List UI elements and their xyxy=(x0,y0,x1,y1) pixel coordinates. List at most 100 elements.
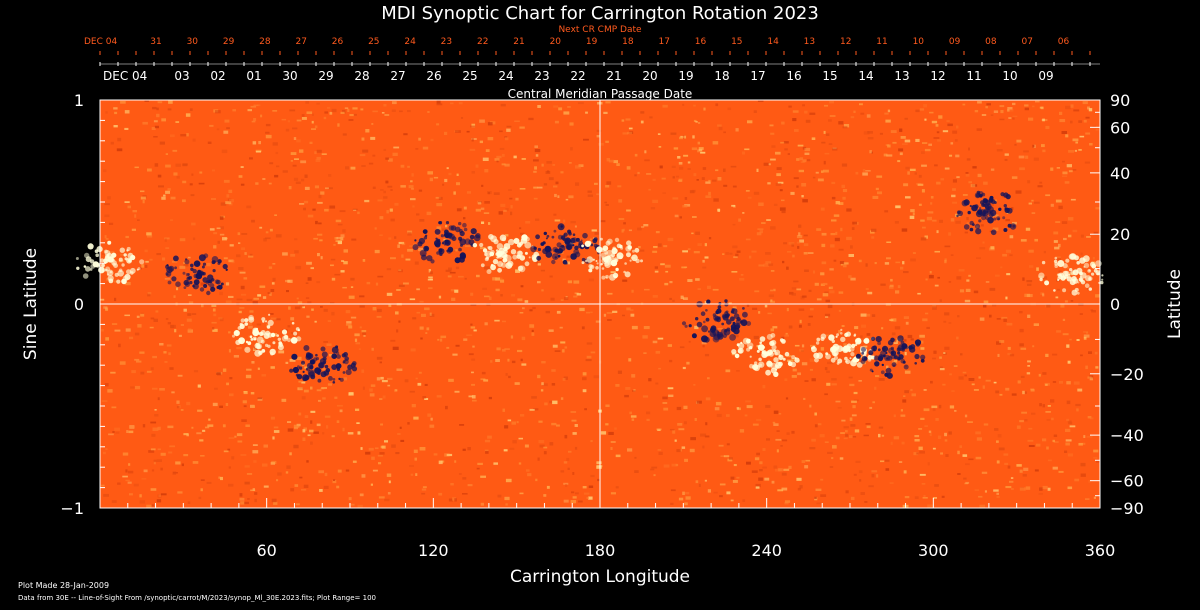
texture-speck xyxy=(955,220,961,224)
texture-speck xyxy=(1069,338,1072,341)
texture-speck xyxy=(801,195,804,198)
texture-speck xyxy=(784,334,789,337)
texture-speck xyxy=(1007,109,1010,112)
texture-speck xyxy=(829,290,835,294)
positive-flux-patch xyxy=(296,336,302,342)
texture-speck xyxy=(927,211,934,214)
texture-speck xyxy=(259,285,266,288)
texture-speck xyxy=(905,166,910,170)
negative-flux-patch xyxy=(185,258,188,261)
negative-flux-patch xyxy=(560,225,563,228)
negative-flux-patch xyxy=(977,210,983,216)
texture-speck xyxy=(181,463,184,467)
texture-speck xyxy=(910,338,914,341)
texture-speck xyxy=(1034,238,1038,242)
texture-speck xyxy=(675,463,679,467)
texture-speck xyxy=(211,321,217,324)
positive-flux-patch xyxy=(759,341,762,345)
texture-speck xyxy=(537,186,543,189)
texture-speck xyxy=(694,418,697,421)
texture-speck xyxy=(241,419,247,422)
texture-speck xyxy=(822,293,829,297)
texture-speck xyxy=(507,358,510,362)
texture-speck xyxy=(855,171,859,175)
negative-flux-patch xyxy=(956,214,959,218)
texture-speck xyxy=(259,226,263,229)
texture-speck xyxy=(876,474,879,478)
texture-speck xyxy=(427,171,433,175)
texture-speck xyxy=(159,141,165,145)
texture-speck xyxy=(1027,180,1031,184)
texture-speck xyxy=(289,358,296,362)
texture-speck xyxy=(1003,318,1007,322)
texture-speck xyxy=(551,369,556,372)
texture-speck xyxy=(1064,450,1068,453)
texture-speck xyxy=(771,480,775,484)
texture-speck xyxy=(343,249,348,253)
texture-speck xyxy=(902,339,907,342)
positive-flux-patch xyxy=(258,350,263,355)
texture-speck xyxy=(430,417,433,421)
negative-flux-patch xyxy=(310,374,316,380)
texture-speck xyxy=(798,324,802,328)
texture-speck xyxy=(932,306,937,310)
texture-speck xyxy=(376,315,382,318)
texture-speck xyxy=(950,218,955,222)
texture-speck xyxy=(663,407,669,411)
texture-speck xyxy=(1076,339,1080,341)
positive-flux-patch xyxy=(606,249,613,257)
texture-speck xyxy=(705,181,711,184)
texture-speck xyxy=(843,343,847,346)
texture-speck xyxy=(978,376,981,379)
texture-speck xyxy=(883,153,888,157)
negative-flux-patch xyxy=(448,233,455,240)
texture-speck xyxy=(730,499,734,502)
texture-speck xyxy=(785,397,789,400)
negative-flux-patch xyxy=(422,229,428,235)
texture-speck xyxy=(216,128,220,131)
texture-speck xyxy=(270,416,275,420)
texture-speck xyxy=(864,501,868,503)
texture-speck xyxy=(290,152,297,155)
texture-speck xyxy=(118,343,121,348)
texture-speck xyxy=(1070,300,1074,302)
texture-speck xyxy=(108,433,114,436)
texture-speck xyxy=(168,352,171,356)
texture-speck xyxy=(1004,158,1008,161)
texture-speck xyxy=(156,499,162,503)
texture-speck xyxy=(850,424,856,427)
texture-speck xyxy=(551,383,556,386)
texture-speck xyxy=(852,436,857,438)
texture-speck xyxy=(657,243,662,247)
texture-speck xyxy=(265,123,271,127)
texture-speck xyxy=(376,377,381,381)
texture-speck xyxy=(377,199,383,202)
texture-speck xyxy=(529,324,535,328)
texture-speck xyxy=(324,415,331,418)
texture-speck xyxy=(1067,453,1073,457)
texture-speck xyxy=(808,315,813,318)
positive-flux-patch xyxy=(252,327,259,334)
texture-speck xyxy=(1042,404,1045,408)
positive-flux-patch xyxy=(107,240,112,245)
cmp-date-label: 28 xyxy=(354,69,369,83)
texture-speck xyxy=(700,151,706,154)
texture-speck xyxy=(527,473,532,477)
texture-speck xyxy=(830,286,834,289)
texture-speck xyxy=(541,361,546,364)
texture-speck xyxy=(207,424,214,427)
texture-speck xyxy=(1088,108,1093,112)
texture-speck xyxy=(141,264,145,268)
texture-speck xyxy=(239,497,245,501)
texture-speck xyxy=(1093,231,1099,236)
texture-speck xyxy=(914,172,917,175)
texture-speck xyxy=(407,422,410,425)
texture-speck xyxy=(294,427,298,430)
negative-flux-patch xyxy=(914,339,922,346)
texture-speck xyxy=(521,336,526,341)
positive-flux-patch xyxy=(290,337,298,344)
texture-speck xyxy=(105,111,108,114)
texture-speck xyxy=(388,237,392,240)
texture-speck xyxy=(935,124,939,127)
texture-speck xyxy=(444,453,450,457)
